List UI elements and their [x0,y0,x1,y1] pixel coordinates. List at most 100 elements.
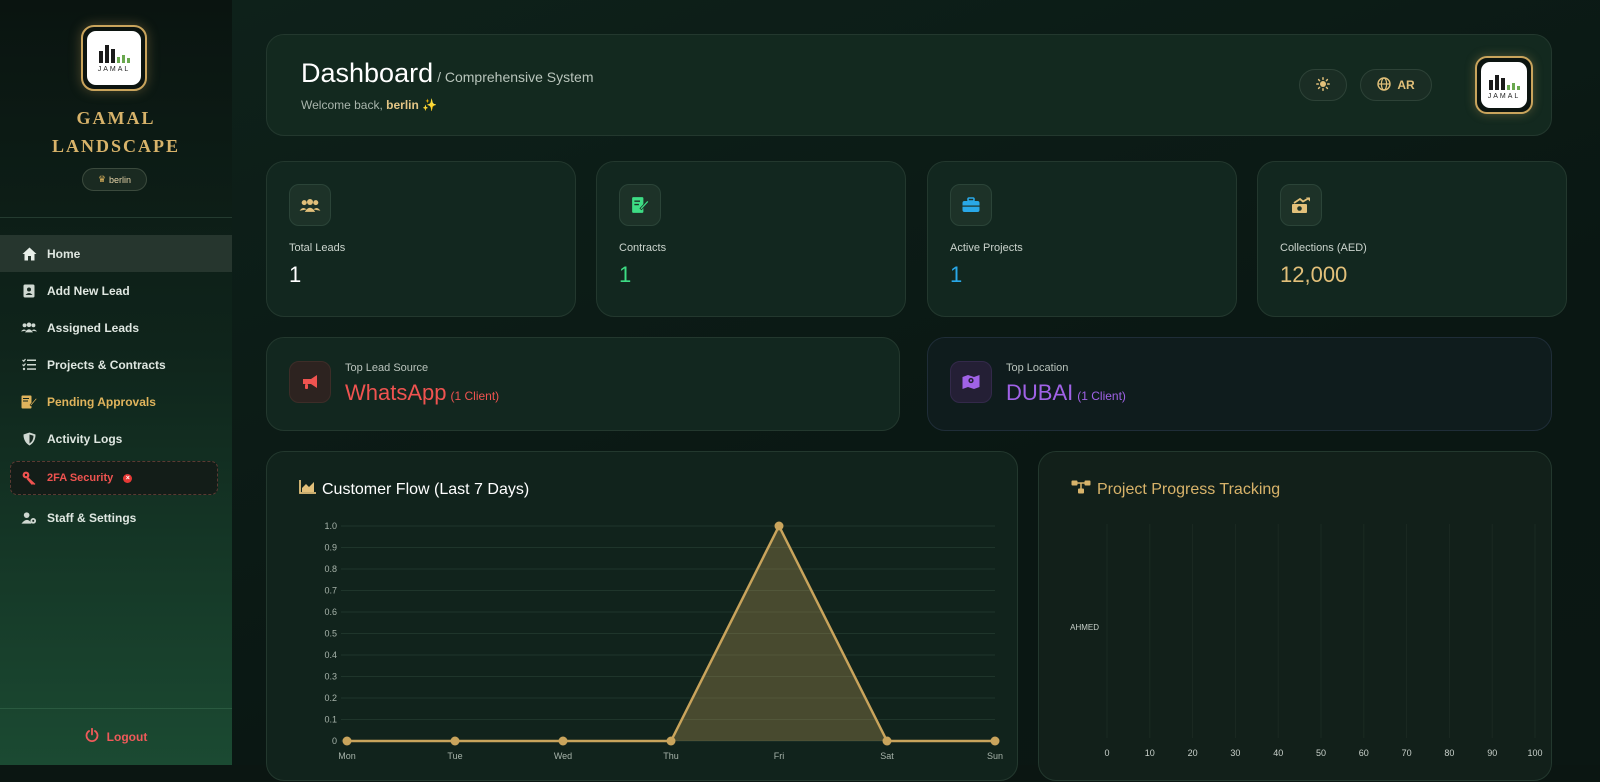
sidebar-item-label: Projects & Contracts [47,357,166,372]
area-fill [347,526,995,741]
user-badge-name: berlin [109,174,132,185]
sidebar-item-home[interactable]: Home [0,235,232,272]
top-location-card: Top Location DUBAI (1 Client) [927,337,1552,431]
sidebar-item-pending-approvals[interactable]: Pending Approvals [0,383,232,420]
y-tick-label: 0.9 [324,543,337,553]
x-tick-label: Fri [774,751,785,761]
project-progress-chart: 0 10 20 30 40 50 60 70 80 90 100 AHMED [1070,524,1543,758]
key-icon [21,470,37,486]
logout-label: Logout [106,729,148,744]
map-location-icon [950,361,992,403]
divider [0,217,232,218]
stat-value: 1 [289,262,302,287]
y-tick-label: 0.6 [324,607,337,617]
sidebar-item-assigned-leads[interactable]: Assigned Leads [0,309,232,346]
users-icon [21,320,37,336]
chart-title-text: Customer Flow (Last 7 Days) [322,480,530,498]
brand-line1: GAMAL [76,108,156,128]
main-content: Dashboard / Comprehensive System Welcome … [232,0,1600,781]
list-check-icon [21,357,37,373]
page-title: Dashboard / Comprehensive System [301,58,594,89]
user-gear-icon [21,510,37,526]
divider [0,708,232,709]
welcome-user: berlin [386,98,419,112]
sun-icon [1316,76,1330,94]
project-progress-card: Project Progress Tracking 0 10 20 30 40 50 60 7… [1038,451,1552,781]
sidebar-item-activity-logs[interactable]: Activity Logs [0,420,232,457]
home-icon [21,246,37,262]
customer-flow-card: Customer Flow (Last 7 Days) 0 0.1 0.2 0.3 0.… [266,451,1018,781]
brand-name: GAMAL LANDSCAPE [0,104,232,160]
data-point [342,736,352,746]
building-logo-icon [1488,70,1520,90]
alert-dot-icon: × [123,473,133,483]
x-tick-label: 70 [1402,748,1412,758]
logo-text: JAMAL [1487,93,1521,100]
y-tick-label: 0.1 [324,715,337,725]
sidebar-item-add-lead[interactable]: Add New Lead [0,272,232,309]
x-tick-label: 60 [1359,748,1369,758]
stat-card-active-projects: Active Projects 1 [927,161,1237,317]
x-tick-label: 30 [1230,748,1240,758]
sparkle-icon: ✨ [422,98,438,112]
sidebar-item-label: Staff & Settings [47,510,137,525]
x-tick-label: Wed [554,751,572,761]
data-point [882,736,892,746]
top-lead-source-card: Top Lead Source WhatsApp (1 Client) [266,337,900,431]
x-tick-label: 100 [1527,748,1542,758]
customer-flow-chart: 0 0.1 0.2 0.3 0.4 0.5 0.6 0.7 0.8 0.9 1.0 Mon Tue Wed… [324,521,1003,761]
top-location-count: (1 Client) [1077,389,1126,403]
globe-icon [1377,76,1392,94]
crown-icon: ♛ [97,174,107,184]
welcome-text: Welcome back, [301,98,383,112]
y-tick-label: 0 [332,736,337,746]
logout-button[interactable]: Logout [0,727,232,745]
logo-text: JAMAL [97,66,131,73]
y-tick-label: 0.5 [324,629,337,639]
page-title-text: Dashboard [301,58,434,88]
welcome-message: Welcome back, berlin ✨ [301,98,437,112]
sidebar-item-label: Home [47,246,81,261]
sidebar-item-projects-contracts[interactable]: Projects & Contracts [0,346,232,383]
x-tick-label: 40 [1273,748,1283,758]
power-icon [85,727,99,745]
language-label: AR [1397,78,1415,92]
y-tick-label: 0.8 [324,564,337,574]
contract-sign-icon [619,184,661,226]
x-tick-label: Mon [338,751,356,761]
theme-toggle-button[interactable] [1299,69,1347,101]
stat-label: Collections (AED) [1280,242,1367,254]
briefcase-icon [950,184,992,226]
stat-value: 1 [950,262,963,287]
top-location-value: DUBAI (1 Client) [1006,380,1126,406]
x-tick-label: 80 [1444,748,1454,758]
y-tick-label: 0.7 [324,586,337,596]
language-toggle-button[interactable]: AR [1360,69,1432,101]
page-subtitle: / Comprehensive System [437,69,594,85]
sidebar: JAMAL GAMAL LANDSCAPE ♛ berlin Home Add … [0,0,233,765]
sidebar-nav: Home Add New Lead Assigned Leads Project… [0,235,232,536]
contact-card-icon [21,283,37,299]
data-point [666,736,676,746]
shield-icon [21,431,37,447]
x-tick-label: Sat [880,751,894,761]
stat-card-contracts: Contracts 1 [596,161,906,317]
y-tick-label: 0.4 [324,650,337,660]
sidebar-item-2fa-security[interactable]: 2FA Security × [10,461,218,495]
building-logo-icon [98,43,130,63]
stat-label: Total Leads [289,242,346,254]
sidebar-item-label: Assigned Leads [47,320,140,335]
chart-title: Project Progress Tracking [1071,480,1280,499]
x-tick-label: Tue [447,751,462,761]
brand-logo[interactable]: JAMAL [81,25,147,91]
megaphone-icon [289,361,331,403]
file-signature-icon [21,394,37,410]
stat-card-total-leads: Total Leads 1 [266,161,576,317]
brand-line2: LANDSCAPE [51,136,180,156]
avatar[interactable]: JAMAL [1475,56,1533,114]
chart-title-text: Project Progress Tracking [1097,480,1281,498]
sidebar-item-staff-settings[interactable]: Staff & Settings [0,499,232,536]
stat-label: Contracts [619,242,667,254]
x-tick-label: 10 [1145,748,1155,758]
dashboard-header: Dashboard / Comprehensive System Welcome … [266,34,1552,136]
